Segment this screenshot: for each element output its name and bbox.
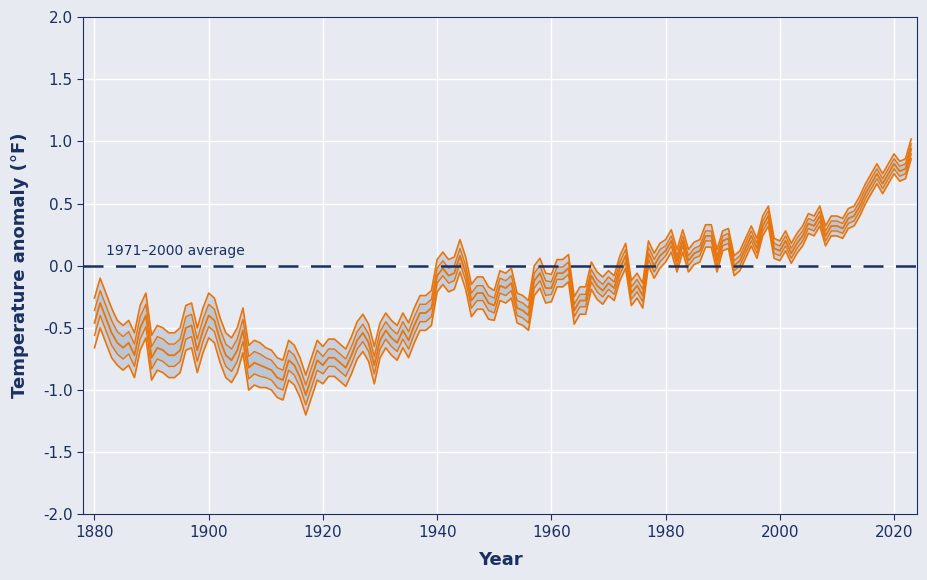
Text: 1971–2000 average: 1971–2000 average — [106, 244, 245, 258]
X-axis label: Year: Year — [477, 551, 522, 569]
Y-axis label: Temperature anomaly (°F): Temperature anomaly (°F) — [11, 133, 29, 398]
